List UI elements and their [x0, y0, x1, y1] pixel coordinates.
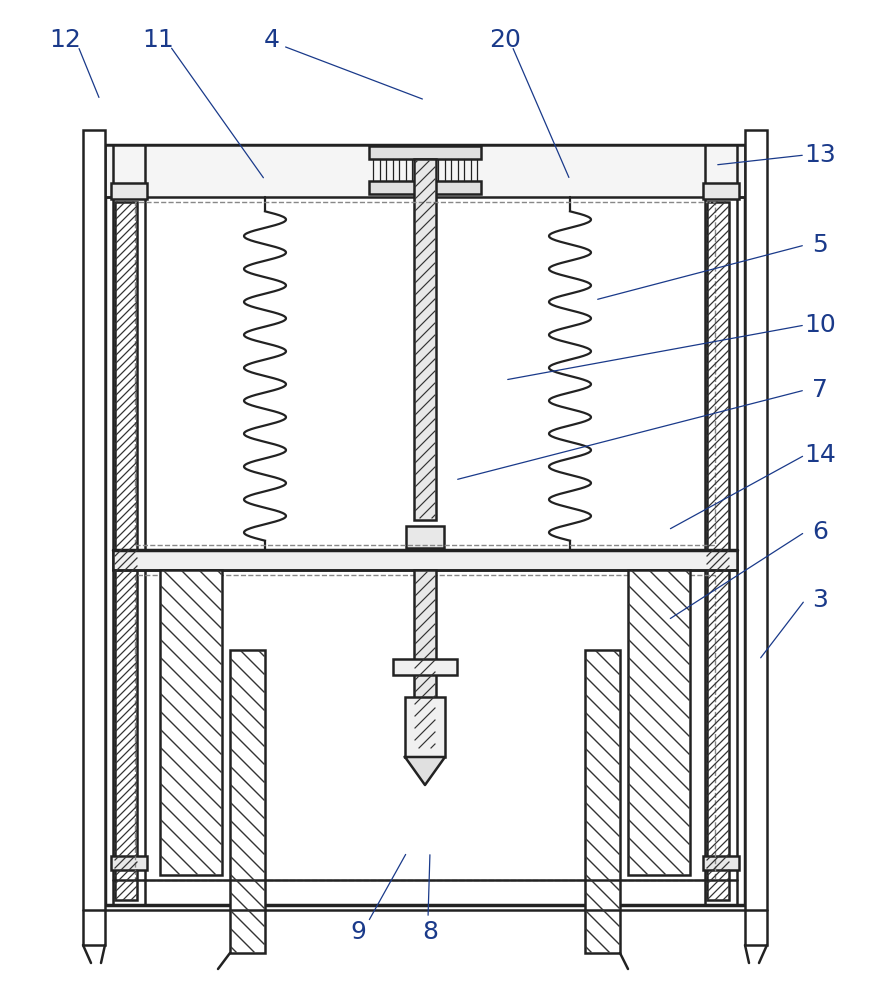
Bar: [113, 550, 737, 570]
Text: 20: 20: [489, 28, 521, 52]
Bar: [406, 526, 444, 548]
Text: 9: 9: [350, 920, 366, 944]
Bar: [135, 202, 715, 545]
Text: 5: 5: [812, 233, 828, 257]
Bar: [393, 659, 457, 675]
Text: 3: 3: [812, 588, 828, 612]
Bar: [111, 856, 147, 870]
Bar: [111, 183, 147, 199]
Text: 14: 14: [804, 443, 836, 467]
Bar: [369, 146, 481, 159]
Text: 7: 7: [812, 378, 828, 402]
Bar: [414, 159, 436, 520]
Bar: [135, 575, 715, 880]
Text: 8: 8: [422, 920, 438, 944]
Bar: [160, 570, 222, 875]
Bar: [703, 856, 739, 870]
Bar: [230, 650, 265, 953]
Bar: [105, 145, 745, 197]
Polygon shape: [405, 757, 445, 785]
Bar: [105, 145, 745, 905]
Text: 6: 6: [812, 520, 828, 544]
Bar: [405, 697, 445, 757]
Bar: [115, 202, 137, 900]
Text: 12: 12: [49, 28, 81, 52]
Bar: [585, 650, 620, 953]
Text: 11: 11: [143, 28, 174, 52]
Text: 13: 13: [804, 143, 836, 167]
Bar: [369, 181, 481, 194]
Bar: [707, 202, 729, 900]
Bar: [745, 130, 767, 945]
Bar: [703, 183, 739, 199]
Bar: [83, 130, 105, 945]
Text: 10: 10: [804, 313, 836, 337]
Text: 4: 4: [264, 28, 280, 52]
Bar: [628, 570, 690, 875]
Bar: [414, 570, 436, 750]
